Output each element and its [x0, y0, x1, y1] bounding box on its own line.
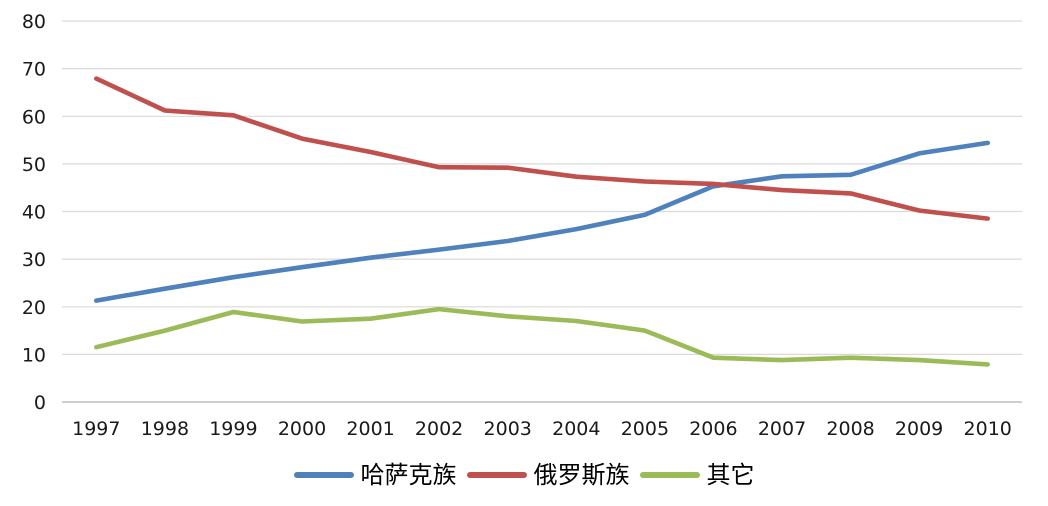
y-tick-label: 70: [22, 59, 46, 81]
chart-legend: 哈萨克族 俄罗斯族 其它: [0, 452, 1048, 498]
x-tick-label: 2002: [415, 418, 463, 440]
series-line-0: [94, 140, 991, 303]
x-tick-label: 2001: [346, 418, 394, 440]
y-tick-label: 20: [22, 297, 46, 319]
series-line-1: [94, 76, 991, 221]
y-tick-label: 10: [22, 344, 46, 366]
x-tick-label: 2003: [484, 418, 532, 440]
legend-line-swatch: [293, 472, 354, 478]
legend-item: 俄罗斯族: [466, 461, 630, 489]
x-tick-label: 1999: [209, 418, 257, 440]
x-tick-label: 2010: [964, 418, 1012, 440]
x-tick-label: 2004: [552, 418, 600, 440]
y-tick-label: 30: [22, 249, 46, 271]
legend-line-swatch: [639, 472, 700, 478]
x-tick-label: 2006: [689, 418, 737, 440]
legend-item: 哈萨克族: [293, 461, 457, 489]
y-tick-label: 40: [22, 202, 46, 224]
y-tick-label: 50: [22, 154, 46, 176]
legend-label: 哈萨克族: [360, 461, 457, 489]
x-tick-label: 2009: [895, 418, 943, 440]
y-tick-label: 80: [22, 11, 46, 33]
y-tick-label: 0: [34, 392, 46, 414]
x-tick-label: 1997: [72, 418, 120, 440]
x-tick-label: 2007: [758, 418, 806, 440]
legend-item: 其它: [639, 461, 755, 489]
legend-line-swatch: [466, 472, 527, 478]
legend-label: 其它: [706, 461, 755, 489]
legend-label: 俄罗斯族: [533, 461, 630, 489]
x-tick-label: 2005: [621, 418, 669, 440]
x-tick-label: 2000: [278, 418, 326, 440]
chart-plot-area: 0 10 20 30 40 50 60 70 80 1997 1998 1999 2000 2001 200…: [22, 11, 1022, 440]
x-tick-label: 2008: [826, 418, 874, 440]
y-tick-label: 60: [22, 106, 46, 128]
series-line-2: [94, 306, 991, 367]
x-tick-label: 1998: [141, 418, 189, 440]
